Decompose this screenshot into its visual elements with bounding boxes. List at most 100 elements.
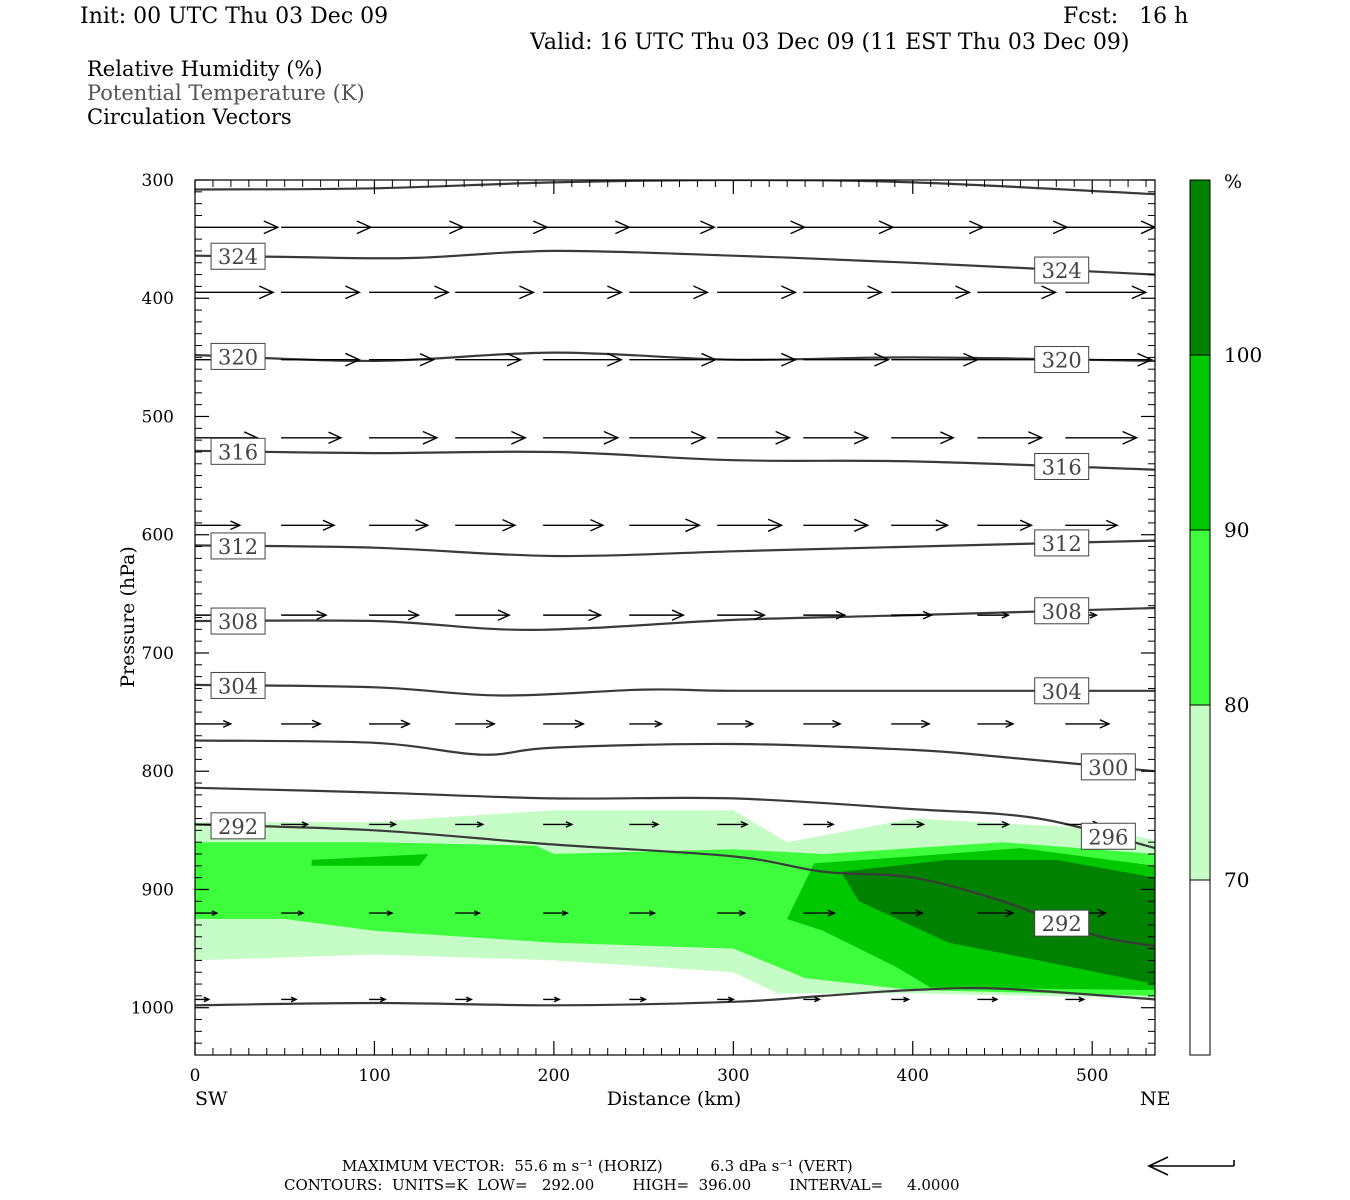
theta-contour-304	[195, 683, 1155, 697]
y-tick-label: 800	[142, 762, 174, 782]
colorbar-segment	[1190, 705, 1210, 880]
vector-head	[345, 285, 362, 300]
contour-label: 316	[218, 440, 258, 464]
circulation-vector	[629, 996, 648, 1003]
vector-head	[1028, 431, 1044, 445]
vector-head	[648, 910, 657, 917]
circulation-vector	[369, 996, 387, 1003]
vector-head	[603, 430, 620, 445]
circulation-vector	[543, 996, 561, 1003]
circulation-vector	[803, 996, 822, 1003]
contour-label: 320	[1042, 349, 1082, 373]
y-tick-label: 400	[142, 289, 174, 309]
vector-head	[814, 996, 822, 1003]
theta-contour-288	[195, 987, 1155, 1007]
vector-head	[1001, 820, 1011, 828]
vector-head	[991, 996, 999, 1003]
vector-head	[301, 821, 310, 828]
vector-head	[422, 430, 439, 445]
vector-head	[1019, 519, 1034, 531]
circulation-vector	[977, 909, 1015, 918]
circulation-vector	[629, 285, 710, 300]
contour-label: 324	[218, 245, 258, 269]
circulation-vector	[543, 220, 632, 235]
circulation-vector	[803, 820, 835, 828]
x-tick-label: 0	[190, 1066, 201, 1086]
y-tick-label: 900	[142, 880, 174, 900]
vector-head	[1096, 908, 1108, 918]
vector-head	[781, 285, 798, 300]
circulation-vector	[455, 719, 496, 729]
footer-max-vector: MAXIMUM VECTOR: 55.6 m s⁻¹ (HORIZ) 6.3 d…	[342, 1157, 853, 1175]
circulation-vector	[281, 719, 322, 729]
x-end-label-sw: SW	[195, 1088, 228, 1110]
vector-head	[1001, 611, 1011, 619]
circulation-vector	[369, 910, 394, 916]
vector-head	[935, 519, 950, 532]
footer-contours: CONTOURS: UNITS=K LOW= 292.00 HIGH= 396.…	[284, 1176, 960, 1194]
circulation-vector	[891, 820, 926, 829]
circulation-vector	[977, 996, 999, 1003]
circulation-vector	[195, 996, 211, 1003]
colorbar-level-label: 90	[1224, 518, 1249, 542]
circulation-vector	[977, 611, 1011, 619]
contour-label-box	[210, 342, 266, 370]
legend-relative-humidity: Relative Humidity (%)	[87, 57, 323, 81]
circulation-vector	[543, 352, 624, 367]
contour-label: 304	[218, 674, 258, 698]
y-tick-label: 1000	[131, 999, 174, 1019]
vector-head	[1078, 996, 1086, 1003]
vector-head	[434, 285, 451, 300]
circulation-vector	[717, 820, 749, 828]
circulation-vector	[195, 220, 280, 235]
vector-head	[258, 285, 275, 300]
circulation-vector	[717, 719, 755, 728]
circulation-vector	[281, 821, 310, 828]
colorbar-segment	[1190, 355, 1210, 530]
circulation-vector	[977, 285, 1058, 300]
x-end-label-ne: NE	[1140, 1088, 1171, 1110]
circulation-vector	[369, 719, 412, 729]
vector-head	[211, 910, 219, 916]
vector-head	[781, 352, 798, 367]
circulation-vector	[629, 821, 660, 828]
contour-label: 292	[1042, 912, 1082, 936]
vector-head	[920, 719, 931, 729]
circulation-vector	[891, 431, 956, 445]
y-tick-label: 300	[142, 171, 174, 191]
vector-head	[1137, 352, 1154, 367]
init-time: Init: 00 UTC Thu 03 Dec 09	[80, 4, 389, 29]
vector-head	[922, 610, 934, 620]
x-tick-label: 200	[538, 1066, 570, 1086]
vector-head	[1041, 285, 1058, 300]
vector-head	[400, 719, 412, 729]
circulation-vector	[803, 610, 847, 620]
circulation-vector	[369, 353, 436, 367]
contour-label-box	[1034, 909, 1090, 937]
circulation-vector	[977, 519, 1034, 531]
contour-label-box	[210, 671, 266, 699]
circulation-vector	[455, 910, 482, 917]
contour-label-box	[210, 437, 266, 465]
y-axis-label: Pressure (hPa)	[117, 546, 139, 688]
vector-head	[727, 996, 735, 1003]
circulation-vector	[803, 285, 884, 300]
circulation-vector	[803, 431, 870, 445]
vector-head	[1122, 430, 1139, 445]
y-tick-label: 600	[142, 526, 174, 546]
legend-potential-temperature: Potential Temperature (K)	[87, 81, 365, 105]
circulation-vector	[629, 430, 707, 445]
circulation-vector	[543, 430, 620, 445]
vector-head	[903, 996, 911, 1003]
theta-contour-300	[195, 739, 1155, 773]
vector-head	[740, 820, 749, 828]
circulation-vector	[455, 285, 536, 300]
x-axis-label: Distance (km)	[607, 1088, 742, 1110]
circulation-vector	[281, 519, 336, 531]
vector-head	[519, 285, 536, 300]
circulation-vector	[717, 352, 798, 367]
forecast-hour: Fcst: 16 h	[1063, 4, 1189, 29]
contour-label-box	[1034, 346, 1090, 374]
vector-head	[955, 285, 972, 300]
